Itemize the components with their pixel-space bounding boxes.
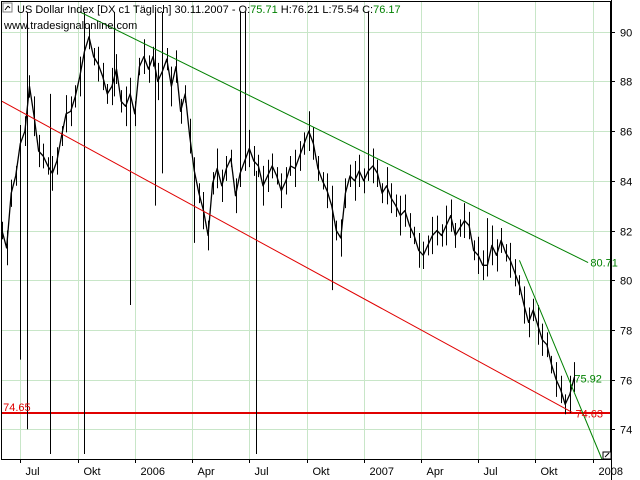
y-tick-label: 78 bbox=[620, 326, 632, 338]
y-tick-label: 84 bbox=[620, 177, 632, 189]
y-tick-label: 90 bbox=[620, 28, 632, 40]
plot-frame bbox=[1, 1, 611, 460]
lower-trend-line bbox=[1, 100, 575, 414]
x-tick-label: Jul bbox=[484, 466, 498, 478]
support-value: 74.65 bbox=[3, 402, 31, 414]
x-tick-label: Okt bbox=[541, 466, 558, 478]
x-tick-label: Jul bbox=[26, 466, 40, 478]
spike-layer bbox=[20, 11, 488, 455]
source-text: www.tradesignalonline.com bbox=[3, 20, 137, 32]
y-tick-label: 82 bbox=[620, 227, 632, 239]
header-date: Täglich] 30.11.2007 - O: bbox=[133, 4, 250, 16]
y-tick-label: 88 bbox=[620, 77, 632, 89]
trendline-layer bbox=[1, 11, 603, 460]
y-tick-label: 86 bbox=[620, 127, 632, 139]
steep-trend-line bbox=[518, 260, 603, 460]
x-axis: Jul Okt 2006 Apr Jul Okt 2007 Apr Jul Okt 2008 bbox=[20, 459, 623, 478]
y-tick-label: 80 bbox=[620, 276, 632, 288]
grid-lines bbox=[2, 2, 611, 459]
x-tick-label: 2006 bbox=[141, 466, 165, 478]
x-tick-label: Jul bbox=[255, 466, 269, 478]
y-tick-label: 74 bbox=[620, 425, 632, 437]
y-axis: 74 76 78 80 82 84 86 88 90 bbox=[611, 28, 632, 437]
x-tick-label: Apr bbox=[427, 466, 444, 478]
chart-mode-icon[interactable] bbox=[2, 2, 13, 13]
header-close: 76.17 bbox=[373, 4, 401, 16]
header-text: US Dollar Index [DX c1 Täglich] 30.11.20… bbox=[17, 4, 401, 16]
y-tick-label: 76 bbox=[620, 376, 632, 388]
x-tick-label: 2007 bbox=[370, 466, 394, 478]
price-series-layer bbox=[1, 24, 576, 415]
chart-header[interactable]: US Dollar Index [DX c1 Täglich] 30.11.20… bbox=[2, 2, 401, 32]
x-tick-label: Okt bbox=[313, 466, 330, 478]
cursor-square-icon[interactable] bbox=[602, 451, 612, 460]
x-tick-label: Okt bbox=[84, 466, 101, 478]
x-tick-label: Apr bbox=[198, 466, 215, 478]
x-tick-label: 2008 bbox=[599, 466, 623, 478]
upper-trend-line bbox=[79, 11, 589, 263]
upper-trend-value: 80.71 bbox=[590, 258, 618, 270]
lower-trend-value: 74.63 bbox=[576, 409, 604, 421]
header-high-low: H:76.21 L:75.54 C: bbox=[278, 4, 373, 16]
header-open: 75.71 bbox=[250, 4, 278, 16]
header-symbol: US Dollar Index [DX c1 bbox=[17, 4, 133, 16]
steep-trend-value: 75.92 bbox=[574, 373, 602, 385]
